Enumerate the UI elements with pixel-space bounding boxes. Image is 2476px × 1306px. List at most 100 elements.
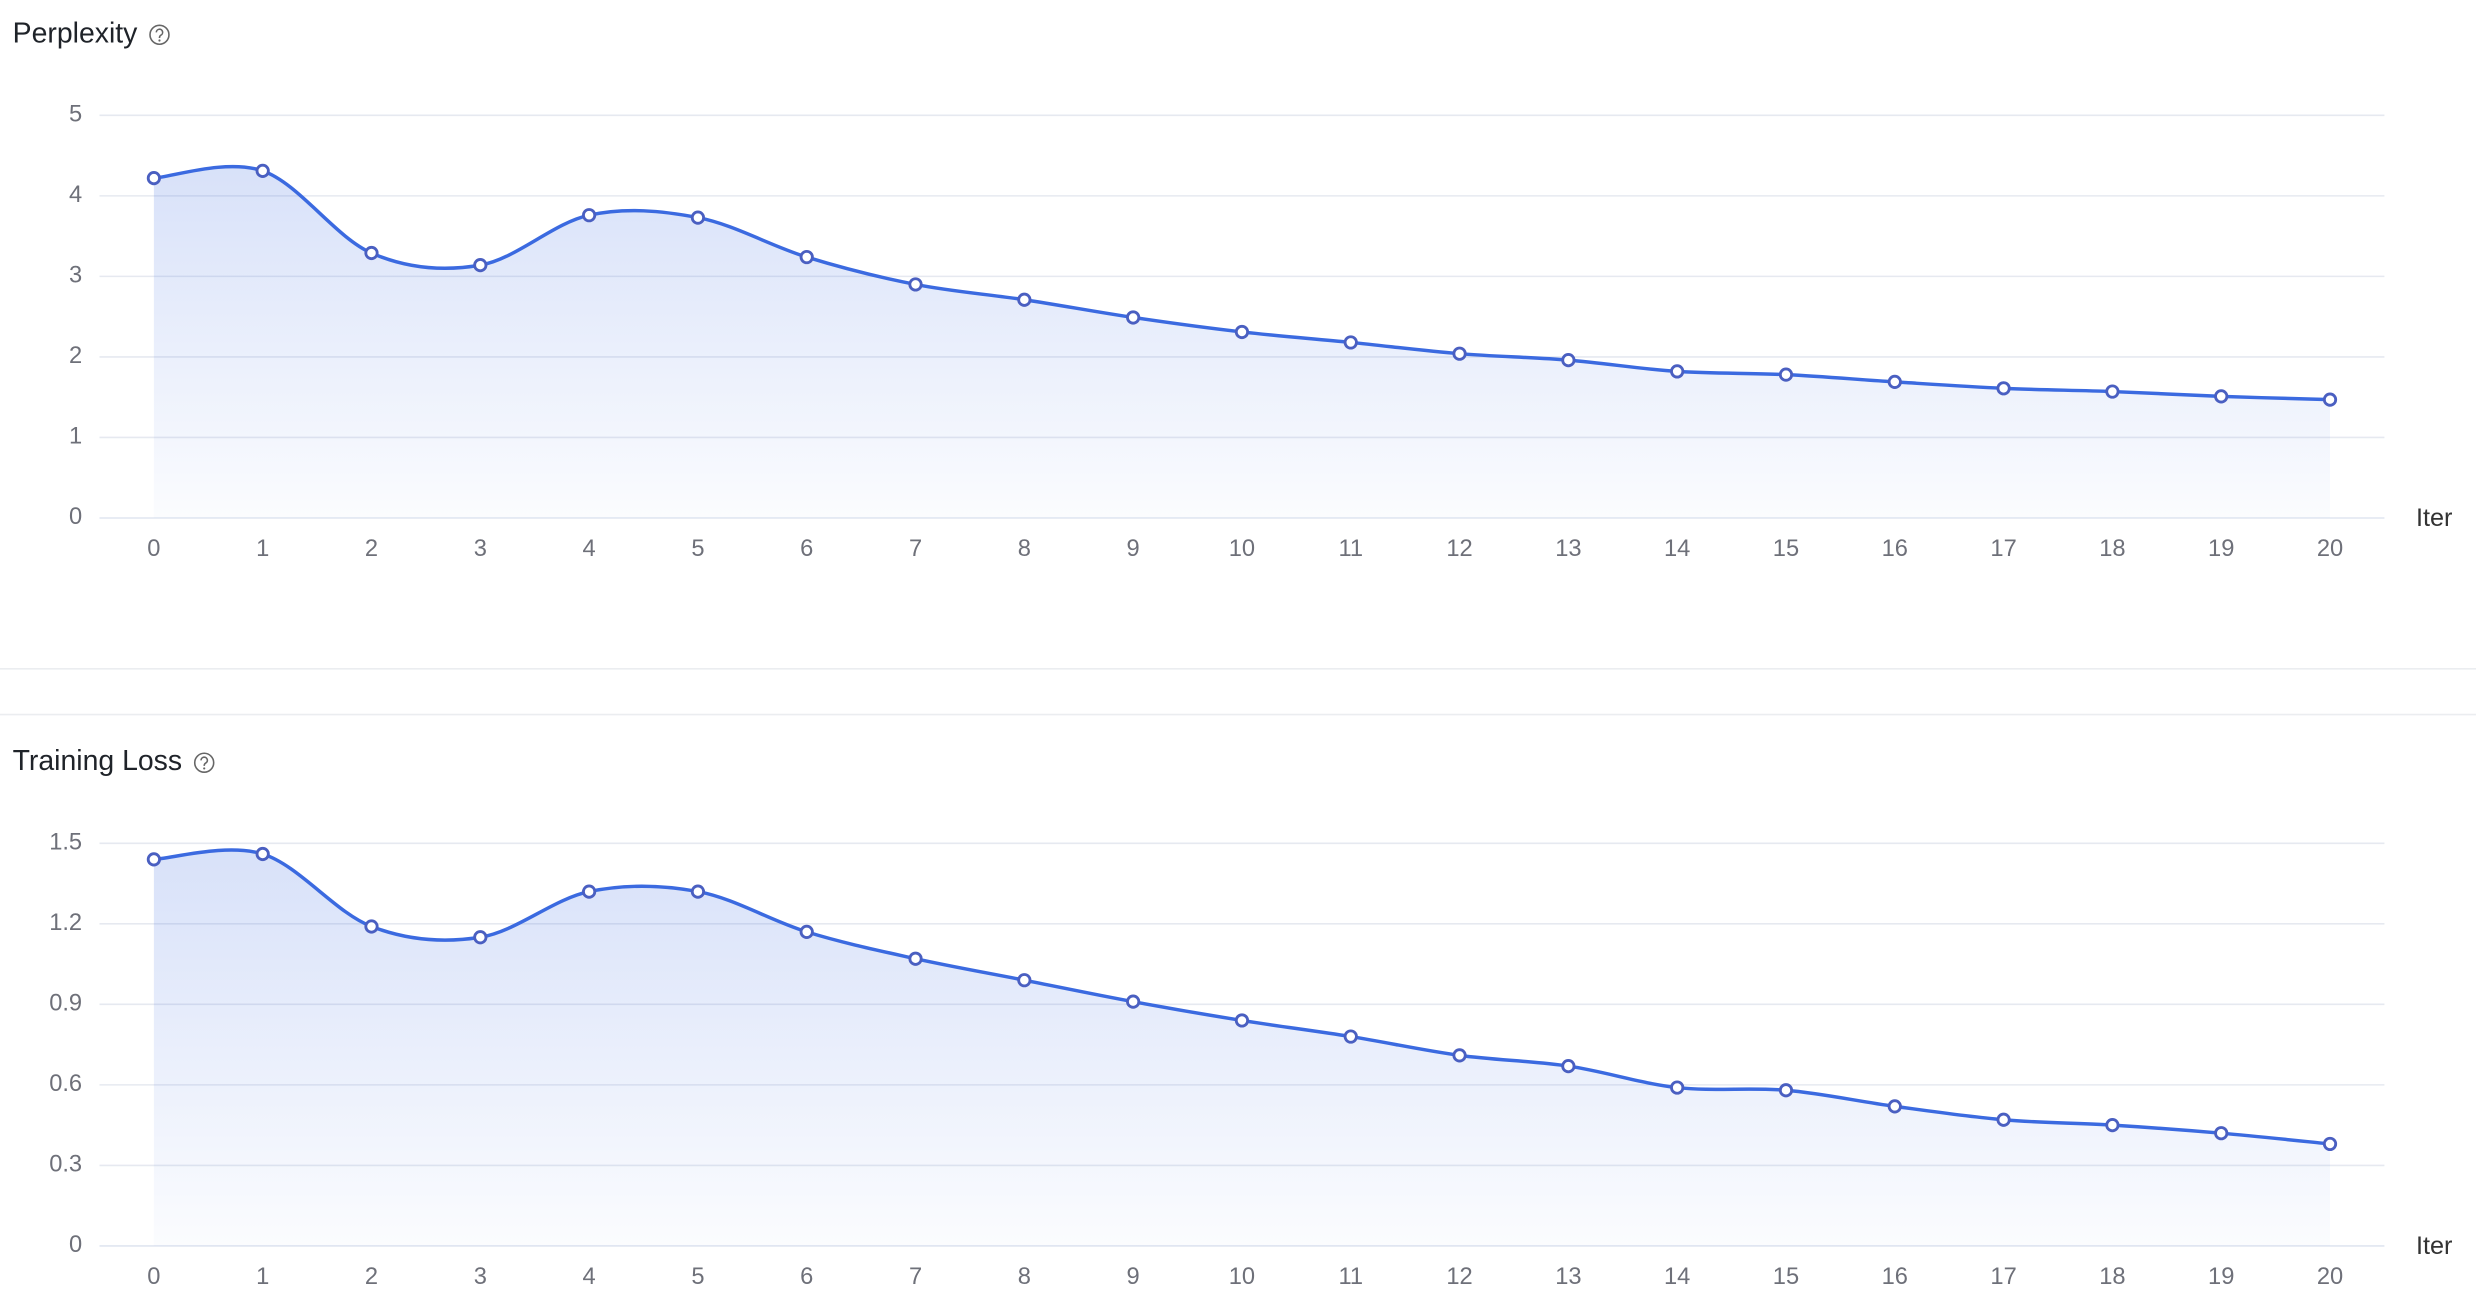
x-tick-label: 0 (147, 536, 160, 562)
x-tick-label: 11 (1338, 536, 1363, 562)
x-tick-label: 19 (2208, 536, 2234, 562)
x-tick-label: 14 (1664, 536, 1690, 562)
point (1017, 973, 1032, 988)
x-tick-label: 10 (1229, 536, 1255, 562)
point (473, 930, 488, 945)
x-tick-label: 9 (1127, 536, 1140, 562)
x-tick-label: 13 (1555, 536, 1581, 562)
chart-title: Perplexity (13, 17, 139, 49)
point (1778, 367, 1794, 382)
point (2322, 392, 2338, 407)
point (1452, 346, 1467, 361)
x-tick-label: 13 (1555, 1264, 1581, 1290)
point (2105, 1118, 2120, 1133)
point (1996, 381, 2011, 396)
x-tick-label: 7 (909, 536, 922, 562)
point (908, 951, 923, 966)
x-tick-label: 6 (800, 1264, 813, 1290)
x-tick-label: 12 (1446, 536, 1472, 562)
x-tick-label: 6 (800, 536, 813, 562)
area (153, 166, 2331, 518)
y-tick-label: 1.2 (49, 910, 82, 936)
y-tick-label: 0 (69, 504, 82, 530)
point (799, 924, 814, 939)
help-mark (155, 28, 164, 38)
y-tick-label: 0.3 (49, 1152, 82, 1178)
x-tick-label: 20 (2317, 1264, 2343, 1290)
point (146, 852, 161, 867)
x-tick-label: 12 (1446, 1264, 1472, 1290)
point (1561, 353, 1576, 368)
help-icon (149, 24, 170, 46)
x-axis-name: Iter (2416, 504, 2452, 532)
x-tick-label: 16 (1882, 536, 1908, 562)
point (2214, 389, 2229, 404)
help-circle (193, 752, 215, 774)
point (690, 210, 706, 225)
x-tick-label: 1 (256, 1264, 269, 1290)
point (1561, 1058, 1576, 1074)
x-tick-label: 4 (583, 536, 596, 562)
y-tick-label: 4 (69, 182, 82, 208)
chart-title: Training Loss (13, 745, 182, 777)
point (1452, 1048, 1467, 1063)
point (1126, 994, 1141, 1009)
point (146, 171, 161, 186)
point (1343, 335, 1358, 350)
point (1670, 364, 1685, 379)
help-dot (158, 39, 161, 42)
point (2105, 384, 2120, 399)
x-tick-label: 18 (2099, 1264, 2125, 1290)
point (908, 277, 923, 292)
point (364, 245, 379, 261)
y-tick-label: 2 (69, 343, 82, 369)
y-tick-label: 1 (69, 424, 82, 450)
x-tick-label: 0 (147, 1264, 160, 1290)
point (473, 258, 488, 273)
x-tick-label: 18 (2099, 536, 2125, 562)
point (690, 884, 706, 899)
x-tick-label: 10 (1229, 1264, 1255, 1290)
x-tick-label: 17 (1990, 1264, 2016, 1290)
help-icon (193, 752, 215, 774)
point (582, 884, 597, 899)
x-tick-label: 2 (365, 1264, 378, 1290)
x-tick-label: 4 (583, 1264, 596, 1290)
point (1017, 292, 1032, 307)
y-tick-label: 1.5 (49, 830, 82, 856)
x-tick-label: 8 (1018, 1264, 1031, 1290)
x-tick-label: 19 (2208, 1264, 2234, 1290)
point (2322, 1136, 2338, 1152)
x-tick-label: 20 (2317, 536, 2343, 562)
x-tick-label: 8 (1018, 536, 1031, 562)
x-tick-label: 5 (691, 536, 704, 562)
y-tick-label: 0.6 (49, 1071, 82, 1097)
point (255, 163, 270, 178)
point (799, 249, 814, 265)
help-circle (149, 24, 170, 46)
x-tick-label: 3 (474, 536, 487, 562)
x-tick-label: 3 (474, 1264, 487, 1290)
point (1126, 310, 1141, 325)
y-tick-label: 3 (69, 263, 82, 289)
x-tick-label: 2 (365, 536, 378, 562)
y-tick-label: 0.9 (49, 991, 82, 1017)
x-tick-label: 16 (1882, 1264, 1908, 1290)
point (1996, 1112, 2011, 1127)
help-dot (203, 767, 206, 770)
x-tick-label: 9 (1127, 1264, 1140, 1290)
point (1670, 1080, 1685, 1095)
point (2214, 1126, 2229, 1141)
point (582, 208, 597, 223)
x-tick-label: 11 (1338, 1264, 1363, 1290)
y-tick-label: 5 (69, 102, 82, 128)
x-tick-label: 5 (691, 1264, 704, 1290)
point (364, 919, 379, 934)
x-tick-label: 14 (1664, 1264, 1690, 1290)
point (1887, 1099, 1902, 1114)
point (1343, 1029, 1358, 1044)
x-tick-label: 15 (1773, 536, 1799, 562)
y-tick-label: 0 (69, 1232, 82, 1258)
